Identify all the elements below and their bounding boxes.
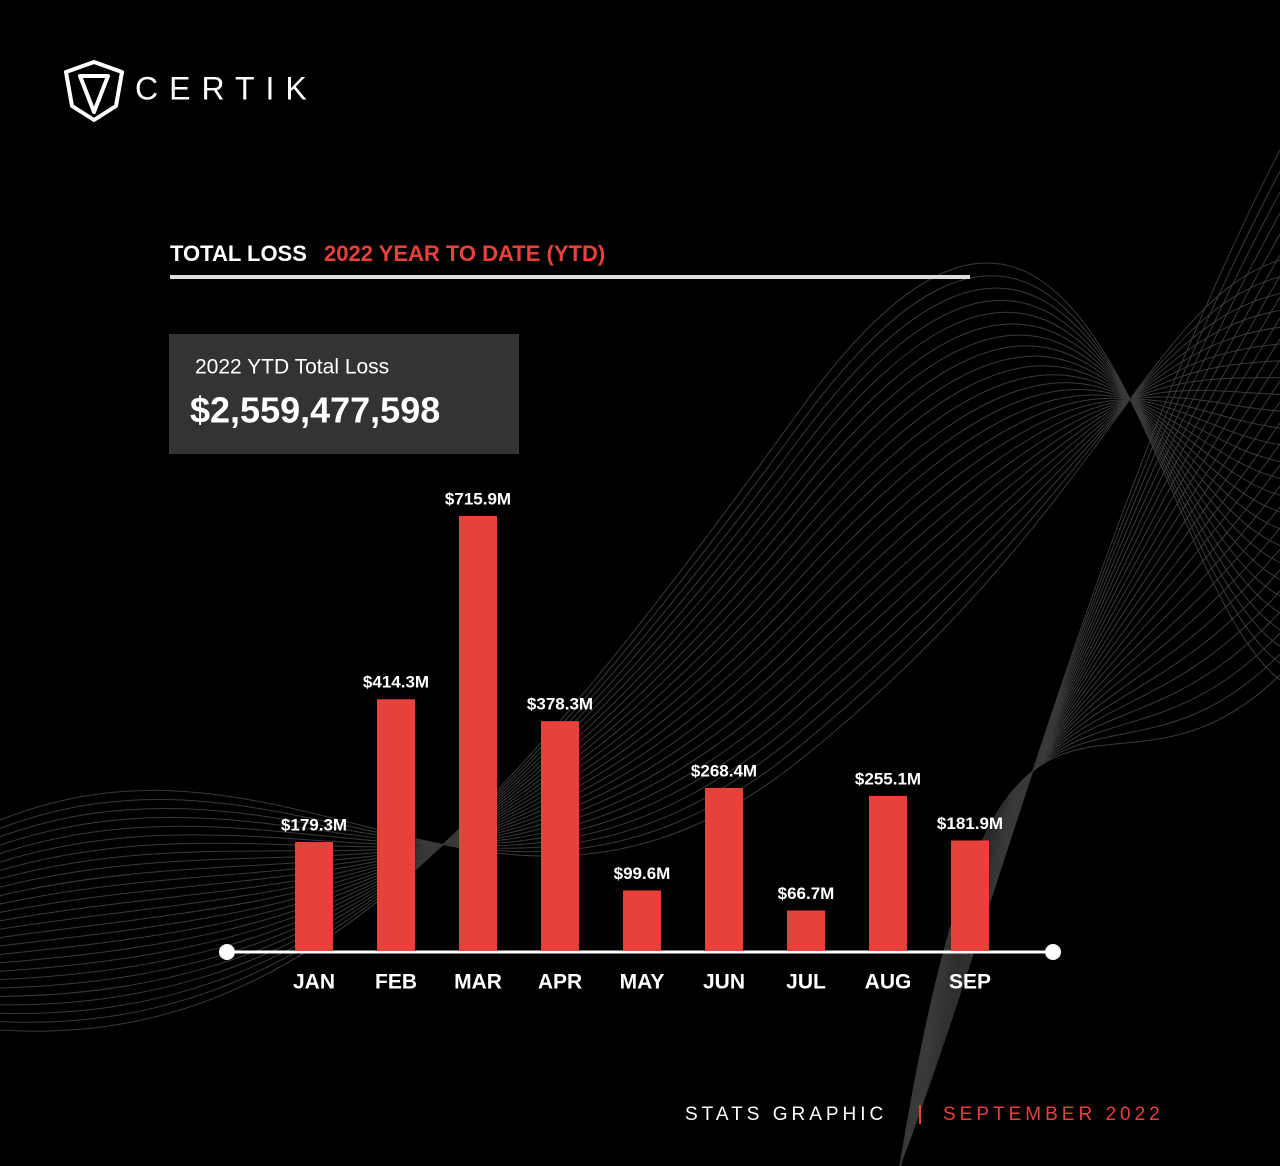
x-tick-label: SEP [949, 971, 991, 994]
wave-line [899, 527, 1280, 1166]
wave-line [0, 397, 1280, 913]
wave-line [0, 334, 1280, 981]
summary-box [169, 334, 519, 454]
wave-line [0, 345, 1280, 972]
value-label: $99.6M [614, 864, 671, 883]
wave-line [0, 276, 1280, 853]
wave-line [0, 309, 1280, 847]
wave-line [0, 326, 1280, 855]
x-tick-label: FEB [375, 971, 417, 994]
wave-line [899, 422, 1280, 1166]
x-tick-label: JUL [786, 971, 826, 994]
bar [951, 840, 989, 951]
wave-line [0, 388, 1280, 930]
wave-line [0, 377, 1280, 880]
wave-line [0, 360, 1280, 871]
x-tick-label: MAR [454, 971, 502, 994]
wave-line [899, 380, 1280, 1166]
wave-line [0, 389, 1280, 888]
wave-line [899, 296, 1280, 1166]
wave-line [899, 275, 1280, 1166]
wave-line [0, 365, 1280, 955]
wave-line [899, 359, 1280, 1166]
bar [377, 699, 415, 951]
wave-line [899, 548, 1280, 1166]
bar [787, 910, 825, 951]
wave-line [899, 569, 1280, 1166]
wave-line [899, 317, 1280, 1166]
wave-line [0, 374, 1280, 947]
value-label: $179.3M [281, 816, 347, 835]
wave-line [0, 293, 1280, 849]
wave-line [0, 287, 1280, 1014]
wave-line [899, 464, 1280, 1166]
bar [295, 842, 333, 951]
wave-line [0, 311, 1280, 997]
wave-line [899, 170, 1280, 1166]
logo-icon [64, 60, 124, 122]
wave-line [0, 259, 1280, 857]
wave-line [899, 485, 1280, 1166]
value-label: $255.1M [855, 769, 921, 788]
wave-line [899, 233, 1280, 1166]
wave-line [899, 338, 1280, 1166]
x-tick-label: AUG [865, 971, 912, 994]
wave-line [899, 254, 1280, 1166]
value-label: $414.3M [363, 673, 429, 692]
wave-line [899, 590, 1280, 1166]
wave-line [899, 212, 1280, 1166]
wave-line [0, 343, 1280, 863]
chart-title: TOTAL LOSS [170, 241, 307, 266]
bar [869, 795, 907, 951]
baseline-end [1045, 944, 1061, 960]
bar [459, 516, 497, 951]
bars: $179.3M JAN $414.3M FEB $715.9M MAR $378.3M APR… [281, 489, 1003, 993]
footer-right: SEPTEMBER 2022 [943, 1104, 1164, 1125]
value-label: $66.7M [778, 884, 835, 903]
wave-line [0, 382, 1280, 939]
wave-line [899, 632, 1280, 1166]
baseline-end [219, 944, 235, 960]
summary-value: $2,559,477,598 [190, 390, 440, 431]
summary-label: 2022 YTD Total Loss [195, 356, 389, 379]
wave-line [0, 275, 1280, 1023]
wave-line [899, 443, 1280, 1166]
wave-line [0, 323, 1280, 989]
x-tick-label: JUN [703, 971, 745, 994]
wave-line [0, 398, 1280, 905]
wave-line [899, 191, 1280, 1166]
x-tick-label: JAN [293, 971, 335, 994]
title-underline [170, 275, 970, 279]
value-label: $268.4M [691, 761, 757, 780]
bar [541, 721, 579, 951]
bar [705, 787, 743, 951]
x-tick-label: MAY [620, 971, 665, 994]
wave-line [0, 262, 1280, 1032]
value-label: $378.3M [527, 695, 593, 714]
brand: CERTIK [135, 70, 318, 106]
decorative-waves [0, 149, 1280, 1166]
wave-line [0, 355, 1280, 964]
footer-left: STATS GRAPHIC [685, 1104, 887, 1125]
value-label: $181.9M [937, 814, 1003, 833]
wave-line [899, 674, 1280, 1166]
bar [623, 890, 661, 951]
chart-subtitle: 2022 YEAR TO DATE (YTD) [324, 241, 605, 266]
wave-line [899, 149, 1280, 1166]
wave-line [899, 506, 1280, 1166]
wave-line [899, 611, 1280, 1166]
wave-line [0, 396, 1280, 897]
wave-line [0, 394, 1280, 922]
value-label: $715.9M [445, 489, 511, 508]
x-tick-label: APR [538, 971, 582, 994]
